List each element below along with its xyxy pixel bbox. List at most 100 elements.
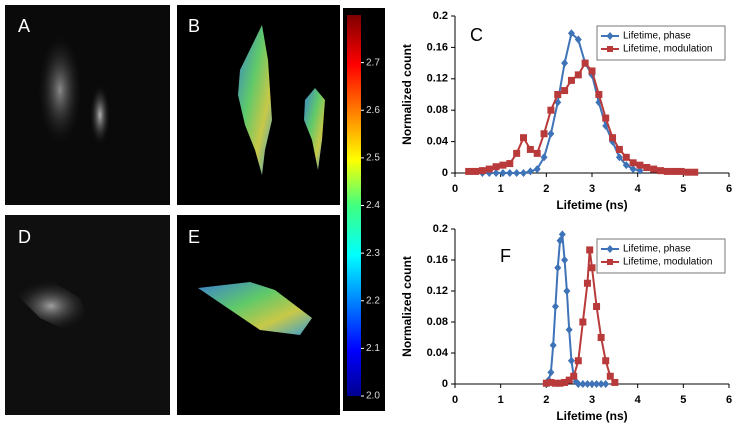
cell-image bbox=[238, 25, 272, 175]
marker bbox=[583, 279, 591, 287]
marker bbox=[574, 35, 582, 44]
marker bbox=[533, 149, 541, 157]
y-tick-label: 0.08 bbox=[427, 104, 448, 116]
x-tick-label: 1 bbox=[498, 394, 504, 406]
marker bbox=[602, 380, 610, 388]
x-axis-label: Lifetime (ns) bbox=[556, 409, 627, 423]
marker bbox=[561, 87, 569, 95]
legend-label: Lifetime, phase bbox=[623, 31, 691, 42]
marker bbox=[602, 357, 610, 365]
marker bbox=[551, 302, 559, 311]
marker bbox=[506, 169, 514, 177]
legend-box bbox=[596, 25, 726, 61]
marker bbox=[677, 167, 685, 175]
marker bbox=[567, 356, 575, 365]
marker bbox=[478, 167, 486, 175]
marker bbox=[547, 368, 555, 377]
cell-image bbox=[38, 35, 82, 145]
marker bbox=[540, 130, 548, 138]
marker bbox=[684, 168, 692, 176]
marker bbox=[597, 380, 605, 388]
marker bbox=[657, 167, 664, 175]
marker bbox=[542, 379, 550, 387]
panel-label: D bbox=[18, 227, 31, 247]
marker bbox=[565, 325, 573, 334]
marker bbox=[547, 129, 555, 138]
marker bbox=[499, 161, 507, 169]
y-axis-label: Normalized count bbox=[400, 256, 414, 357]
y-tick-label: 0.12 bbox=[427, 73, 448, 85]
marker bbox=[622, 161, 630, 170]
marker bbox=[615, 145, 623, 153]
marker bbox=[526, 167, 534, 176]
marker bbox=[629, 159, 637, 167]
cell-image bbox=[12, 280, 90, 332]
marker bbox=[643, 164, 651, 172]
marker bbox=[593, 303, 601, 310]
marker bbox=[492, 169, 500, 177]
legend-marker bbox=[607, 46, 613, 52]
marker bbox=[520, 134, 527, 142]
marker bbox=[547, 106, 555, 114]
y-tick-label: 0.04 bbox=[427, 136, 449, 148]
marker bbox=[513, 149, 521, 157]
legend-box bbox=[596, 238, 726, 274]
panel-label: F bbox=[500, 246, 511, 266]
y-tick-label: 0.16 bbox=[427, 254, 448, 266]
marker bbox=[554, 91, 562, 98]
x-tick-label: 6 bbox=[726, 183, 732, 195]
marker bbox=[499, 169, 507, 177]
panel-label: A bbox=[18, 16, 30, 36]
colorbar-tick-label: 2.4 bbox=[366, 200, 380, 211]
marker bbox=[561, 378, 569, 386]
marker bbox=[551, 379, 559, 387]
series-line bbox=[468, 61, 695, 174]
marker bbox=[563, 287, 571, 295]
marker bbox=[485, 165, 493, 173]
marker bbox=[670, 167, 678, 175]
x-tick-label: 3 bbox=[589, 394, 595, 406]
marker bbox=[611, 378, 619, 386]
marker bbox=[533, 165, 541, 174]
marker bbox=[556, 236, 564, 245]
marker bbox=[574, 71, 582, 79]
marker bbox=[472, 167, 480, 175]
marker bbox=[565, 376, 573, 384]
x-tick-label: 2 bbox=[543, 183, 549, 195]
marker bbox=[588, 67, 596, 75]
x-tick-label: 4 bbox=[635, 394, 642, 406]
colorbar-tick-label: 2.5 bbox=[366, 153, 380, 164]
colorbar-tick-label: 2.2 bbox=[366, 295, 380, 306]
legend-label: Lifetime, modulation bbox=[623, 44, 713, 55]
colorbar-tick-label: 2.6 bbox=[366, 105, 380, 116]
y-tick-label: 0 bbox=[442, 167, 448, 179]
marker bbox=[606, 372, 614, 380]
panel-label: C bbox=[470, 25, 483, 45]
colorbar bbox=[347, 15, 361, 396]
marker bbox=[547, 378, 555, 386]
marker bbox=[629, 165, 637, 174]
marker bbox=[583, 380, 591, 388]
marker bbox=[561, 256, 569, 264]
cell-image bbox=[304, 88, 325, 170]
colorbar-tick-label: 2.0 bbox=[366, 391, 380, 402]
x-tick-label: 2 bbox=[543, 394, 549, 406]
panel-label: E bbox=[188, 227, 200, 247]
y-tick-label: 0.12 bbox=[427, 285, 448, 297]
legend-marker bbox=[606, 245, 614, 253]
legend-label: Lifetime, phase bbox=[623, 244, 691, 255]
marker bbox=[570, 372, 578, 380]
marker bbox=[465, 167, 473, 175]
marker bbox=[588, 264, 596, 272]
marker bbox=[513, 169, 521, 177]
x-tick-label: 4 bbox=[635, 183, 642, 195]
marker bbox=[636, 161, 644, 169]
marker bbox=[581, 59, 589, 67]
marker bbox=[540, 153, 548, 162]
marker bbox=[691, 168, 699, 176]
marker bbox=[567, 76, 575, 84]
colorbar-tick-label: 2.1 bbox=[366, 343, 380, 354]
colorbar-tick-label: 2.3 bbox=[366, 248, 380, 259]
marker bbox=[492, 163, 500, 171]
